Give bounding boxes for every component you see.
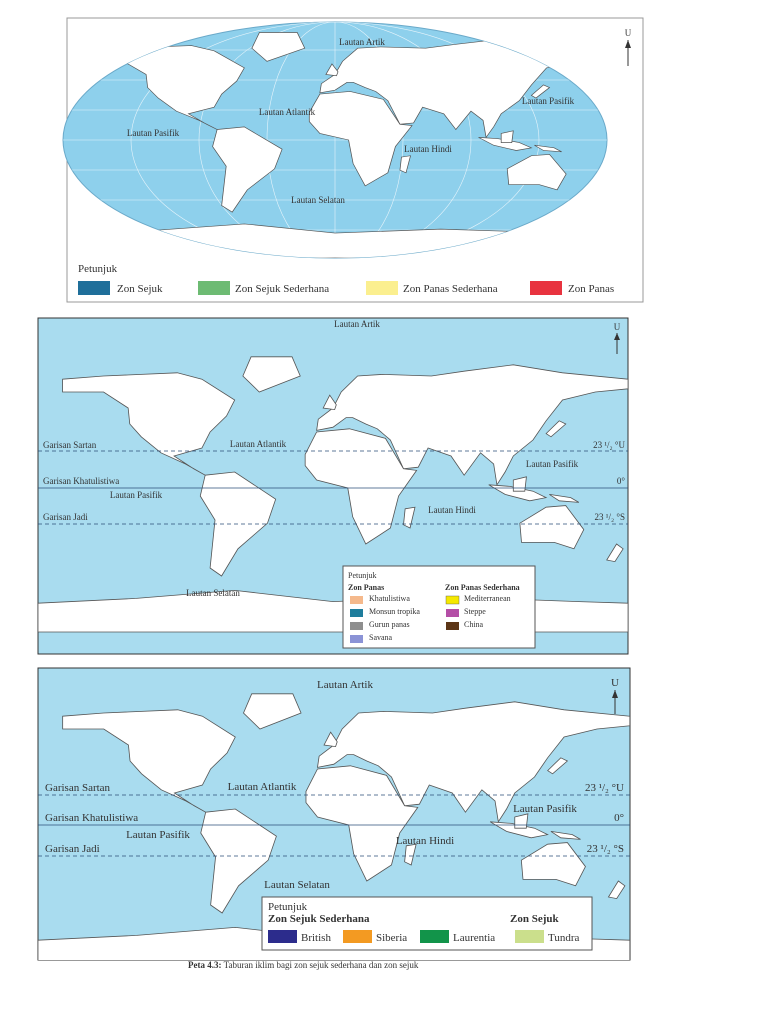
legend-item: Laurentia	[453, 932, 495, 944]
legend-item: Mediterranean	[464, 594, 511, 603]
ocean-label: Lautan Atlantik	[230, 439, 287, 449]
line-latitude: 23 ¹/₂ °U	[585, 782, 624, 794]
line-name: Garisan Khatulistiwa	[45, 812, 138, 824]
map-shape	[446, 609, 459, 617]
ocean-label: Lautan Hindi	[396, 835, 454, 847]
line-name: Garisan Jadi	[43, 512, 88, 522]
map-shape	[350, 609, 363, 617]
map-shape	[445, 595, 460, 605]
legend-group: Zon Panas	[348, 583, 384, 592]
legend: Petunjuk Zon Sejuk Zon Sejuk Sederhana Z…	[78, 263, 614, 295]
legend-item: Savana	[369, 633, 393, 642]
ocean-label: Lautan Atlantik	[228, 781, 297, 793]
map-shape	[268, 930, 297, 943]
map-shape	[625, 40, 631, 48]
line-name: Garisan Jadi	[45, 843, 100, 855]
map-shape	[350, 596, 363, 604]
legend-group: Zon Sejuk	[510, 913, 559, 925]
map-world-zones: U Lautan Artik Lautan Pasifik Lautan Atl…	[62, 17, 644, 303]
map-shape	[515, 930, 544, 943]
legend-group: Zon Sejuk Sederhana	[268, 913, 370, 925]
north-label: U	[625, 28, 632, 38]
ocean-label: Lautan Selatan	[291, 195, 345, 205]
line-name: Garisan Sartan	[45, 782, 111, 794]
ocean-label: Lautan Pasifik	[110, 490, 163, 500]
caption-text: Taburan iklim bagi zon sejuk sederhana d…	[224, 960, 419, 970]
legend-item: Gurun panas	[369, 620, 410, 629]
ocean-label: Lautan Pasifik	[526, 459, 579, 469]
map-shape	[78, 281, 110, 295]
ocean-label: Lautan Atlantik	[259, 107, 316, 117]
legend-item: Zon Panas Sederhana	[403, 283, 498, 295]
legend-item: Monsun tropika	[369, 607, 420, 616]
line-latitude: 0°	[617, 476, 626, 486]
line-latitude: 0°	[614, 812, 624, 824]
line-name: Garisan Khatulistiwa	[43, 476, 119, 486]
north-label: U	[611, 677, 619, 689]
legend-title: Petunjuk	[268, 901, 308, 913]
map-shape	[612, 690, 618, 698]
map-shape	[446, 622, 459, 630]
map-shape	[420, 930, 449, 943]
ocean-label: Lautan Hindi	[428, 505, 476, 515]
line-latitude: 23 ¹/₂ °S	[595, 512, 625, 522]
map-shape	[350, 622, 363, 630]
ocean-label: Lautan Pasifik	[126, 829, 190, 841]
legend-item: Zon Sejuk Sederhana	[235, 283, 329, 295]
caption-label: Peta 4.3:	[188, 960, 222, 970]
ocean-label: Lautan Pasifik	[127, 128, 180, 138]
ocean-label: Lautan Pasifik	[513, 803, 577, 815]
map-shape	[530, 281, 562, 295]
ocean-label: Lautan Pasifik	[522, 96, 575, 106]
ocean-label: Lautan Selatan	[264, 879, 330, 891]
map-shape	[366, 281, 398, 295]
legend-title: Petunjuk	[78, 263, 118, 275]
map-shape	[198, 281, 230, 295]
map-hot-zones: Lautan Artik U Garisan Sartan 23 ¹/₂ °U …	[37, 317, 629, 655]
legend-item: Zon Panas	[568, 283, 614, 295]
ocean-label: Lautan Selatan	[186, 588, 240, 598]
ocean-label: Lautan Artik	[339, 37, 385, 47]
legend-item: Zon Sejuk	[117, 283, 163, 295]
line-latitude: 23 ¹/₂ °U	[593, 440, 625, 450]
legend-item: Khatulistiwa	[369, 594, 410, 603]
map-cold-zones: Lautan Artik U Garisan Sartan 23 ¹/₂ °U …	[37, 667, 631, 961]
legend-group: Zon Panas Sederhana	[445, 583, 520, 592]
legend-item: Tundra	[548, 932, 579, 944]
map-shape	[614, 333, 620, 340]
line-name: Garisan Sartan	[43, 440, 97, 450]
legend-item: China	[464, 620, 484, 629]
ocean-label: Lautan Hindi	[404, 144, 452, 154]
legend: Petunjuk Zon Sejuk Sederhana Zon Sejuk B…	[261, 896, 593, 951]
ocean-label: Lautan Artik	[334, 319, 380, 329]
legend-item: Siberia	[376, 932, 407, 944]
north-label: U	[614, 322, 621, 332]
legend-item: British	[301, 932, 331, 944]
legend: Petunjuk Zon Panas Zon Panas Sederhana K…	[342, 565, 536, 649]
line-latitude: 23 ¹/₂ °S	[587, 843, 624, 855]
legend-item: Steppe	[464, 607, 486, 616]
legend-title: Petunjuk	[348, 571, 376, 580]
map-shape	[342, 565, 536, 649]
map-shape	[350, 635, 363, 643]
map-shape	[343, 930, 372, 943]
ocean-label: Lautan Artik	[317, 679, 373, 691]
caption: Peta 4.3: Taburan iklim bagi zon sejuk s…	[188, 960, 419, 970]
